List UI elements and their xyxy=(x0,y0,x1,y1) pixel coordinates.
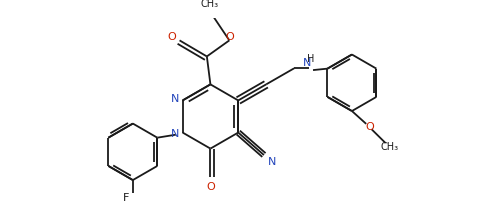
Text: O: O xyxy=(167,32,176,42)
Text: N: N xyxy=(268,157,276,167)
Text: N: N xyxy=(171,129,180,139)
Text: O: O xyxy=(226,32,235,42)
Text: F: F xyxy=(123,193,129,203)
Text: N: N xyxy=(171,94,180,104)
Text: CH₃: CH₃ xyxy=(380,142,398,152)
Text: CH₃: CH₃ xyxy=(201,0,219,9)
Text: H: H xyxy=(307,54,314,64)
Text: O: O xyxy=(206,182,215,192)
Text: N: N xyxy=(303,58,311,68)
Text: O: O xyxy=(365,122,374,132)
